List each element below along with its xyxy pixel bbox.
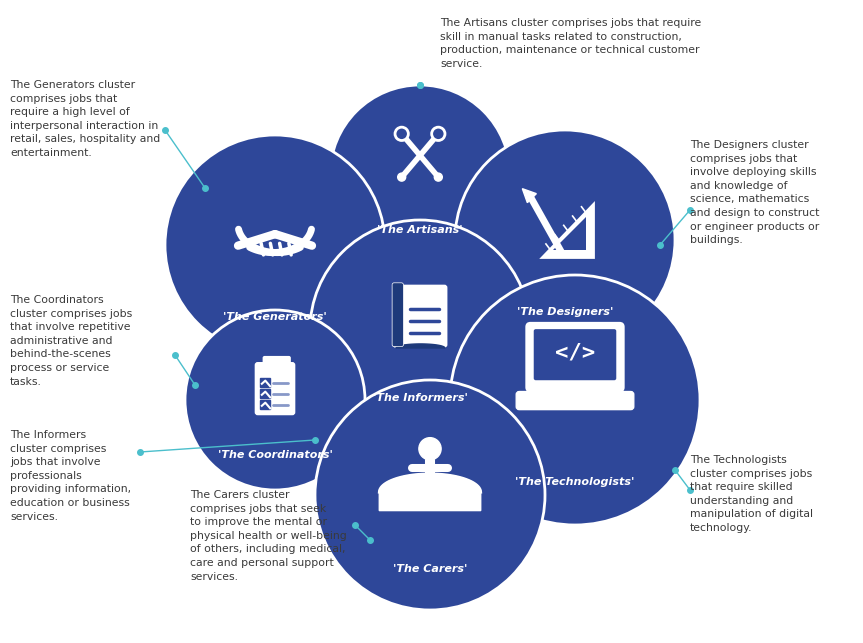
Text: 'The Coordinators': 'The Coordinators' (217, 450, 332, 460)
Text: The Artisans cluster comprises jobs that require
skill in manual tasks related t: The Artisans cluster comprises jobs that… (440, 18, 702, 69)
Circle shape (445, 485, 456, 496)
Circle shape (381, 485, 392, 496)
Circle shape (419, 438, 441, 460)
Circle shape (185, 310, 365, 490)
Circle shape (425, 485, 435, 496)
Text: 'The Carers': 'The Carers' (393, 564, 467, 574)
Circle shape (398, 173, 406, 181)
Text: 'The Technologists': 'The Technologists' (515, 477, 634, 487)
Text: The Coordinators
cluster comprises jobs
that involve repetitive
administrative a: The Coordinators cluster comprises jobs … (10, 295, 132, 386)
Circle shape (403, 485, 413, 496)
FancyBboxPatch shape (262, 356, 291, 384)
Circle shape (330, 85, 510, 265)
FancyBboxPatch shape (526, 323, 624, 392)
FancyBboxPatch shape (533, 329, 616, 380)
Text: The Technologists
cluster comprises jobs
that require skilled
understanding and
: The Technologists cluster comprises jobs… (690, 455, 813, 533)
Text: 'The Informers': 'The Informers' (373, 393, 468, 403)
Circle shape (455, 130, 675, 350)
Text: The Designers cluster
comprises jobs that
involve deploying skills
and knowledge: The Designers cluster comprises jobs tha… (690, 140, 819, 245)
Text: 'The Artisans': 'The Artisans' (377, 225, 463, 235)
FancyBboxPatch shape (393, 285, 447, 348)
Text: 'The Designers': 'The Designers' (517, 307, 614, 317)
Text: 'The Generators': 'The Generators' (224, 312, 327, 322)
Circle shape (310, 220, 530, 440)
FancyBboxPatch shape (516, 392, 633, 410)
Text: The Generators cluster
comprises jobs that
require a high level of
interpersonal: The Generators cluster comprises jobs th… (10, 80, 161, 158)
FancyBboxPatch shape (261, 401, 270, 410)
Circle shape (165, 135, 385, 355)
Text: </>: </> (555, 342, 595, 362)
Circle shape (395, 127, 408, 140)
Polygon shape (379, 474, 481, 511)
FancyBboxPatch shape (255, 362, 295, 415)
FancyBboxPatch shape (261, 390, 270, 398)
Circle shape (315, 380, 545, 610)
FancyBboxPatch shape (261, 378, 270, 387)
FancyBboxPatch shape (392, 283, 403, 347)
Circle shape (434, 173, 443, 181)
Polygon shape (553, 217, 586, 249)
Text: The Informers
cluster comprises
jobs that involve
professionals
providing inform: The Informers cluster comprises jobs tha… (10, 430, 131, 521)
Polygon shape (542, 204, 593, 257)
Circle shape (450, 275, 700, 525)
Text: The Carers cluster
comprises jobs that seek
to improve the mental or
physical he: The Carers cluster comprises jobs that s… (190, 490, 347, 582)
Polygon shape (522, 188, 536, 203)
Circle shape (432, 127, 445, 140)
Circle shape (467, 485, 477, 496)
